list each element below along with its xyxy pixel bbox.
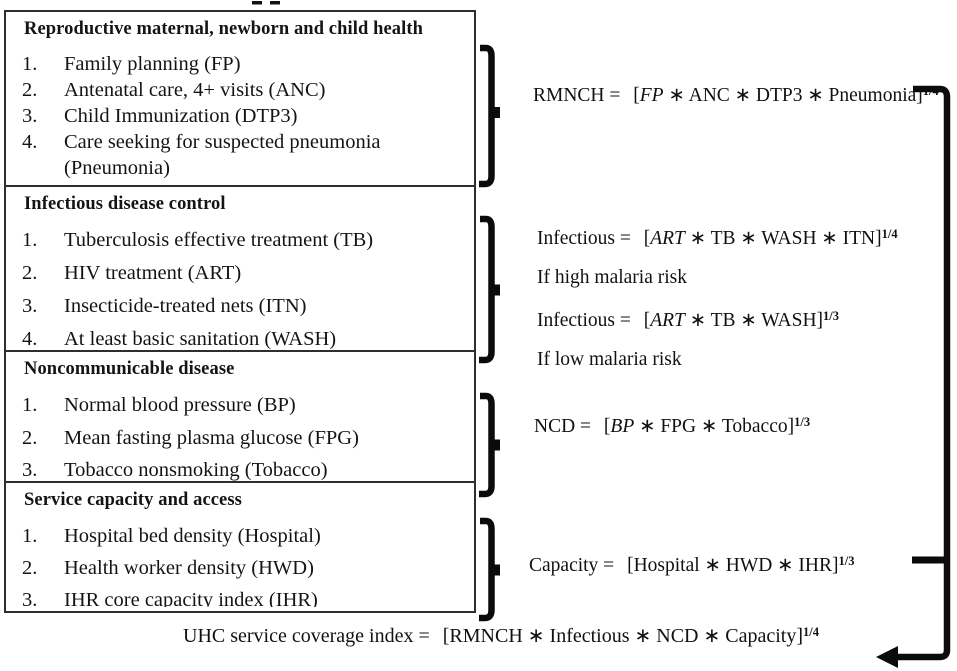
top-dash-icon [252, 1, 262, 5]
aggregate-bracket-icon [876, 85, 951, 668]
list-item: 2. Antenatal care, 4+ visits (ANC) [22, 79, 326, 101]
formula-infectious-low: Infectious = [ART ∗ TB ∗ WASH]1/3 [537, 309, 840, 331]
list-item: 2. Health worker density (HWD) [22, 557, 314, 579]
section-ncd: Noncommunicable disease 1. Normal blood … [6, 350, 474, 481]
section-heading: Noncommunicable disease [24, 359, 235, 379]
section-heading: Service capacity and access [24, 490, 242, 510]
section-capacity: Service capacity and access 1. Hospital … [6, 481, 474, 607]
list-item: 1. Hospital bed density (Hospital) [22, 525, 321, 547]
wrapped-line: (Pneumonia) [64, 157, 170, 179]
list-item: 4. Care seeking for suspected pneumonia … [22, 131, 381, 179]
formula-ncd: NCD = [BP ∗ FPG ∗ Tobacco]1/3 [534, 415, 811, 437]
note-low-malaria: If low malaria risk [537, 349, 682, 370]
formula-capacity: Capacity = [Hospital ∗ HWD ∗ IHR]1/3 [529, 554, 855, 576]
section-heading: Infectious disease control [24, 194, 226, 214]
list-item: 3. Child Immunization (DTP3) [22, 105, 298, 127]
formula-infectious-high: Infectious = [ART ∗ TB ∗ WASH ∗ ITN]1/4 [537, 227, 898, 249]
list-item: 1. Family planning (FP) [22, 53, 241, 75]
list-item: 2. HIV treatment (ART) [22, 262, 242, 284]
arrow-left-icon [876, 646, 898, 668]
list-item: 1. Normal blood pressure (BP) [22, 394, 296, 416]
list-item: 3. Insecticide-treated nets (ITN) [22, 295, 307, 317]
brace-ncd-icon [479, 392, 500, 498]
brace-rmnch-icon [479, 44, 500, 188]
brace-capacity-icon [479, 517, 500, 622]
brace-infectious-icon [479, 215, 500, 364]
list-item: 4. At least basic sanitation (WASH) [22, 328, 337, 350]
list-item: 2. Mean fasting plasma glucose (FPG) [22, 426, 359, 449]
list-item: 3. IHR core capacity index (IHR) [22, 589, 318, 607]
note-high-malaria: If high malaria risk [537, 267, 687, 288]
section-rmnch: Reproductive maternal, newborn and child… [6, 12, 474, 185]
list-item: 1. Tuberculosis effective treatment (TB) [22, 229, 374, 251]
indicator-table: Reproductive maternal, newborn and child… [4, 10, 476, 613]
list-item: 3. Tobacco nonsmoking (Tobacco) [22, 459, 328, 481]
formula-rmnch: RMNCH = [FP ∗ ANC ∗ DTP3 ∗ Pneumonia]1/4 [533, 84, 939, 106]
section-heading: Reproductive maternal, newborn and child… [24, 19, 424, 39]
section-infectious: Infectious disease control 1. Tuberculos… [6, 185, 474, 350]
formula-uhc-index: UHC service coverage index = [RMNCH ∗ In… [183, 625, 819, 647]
top-dash-icon [270, 1, 280, 5]
